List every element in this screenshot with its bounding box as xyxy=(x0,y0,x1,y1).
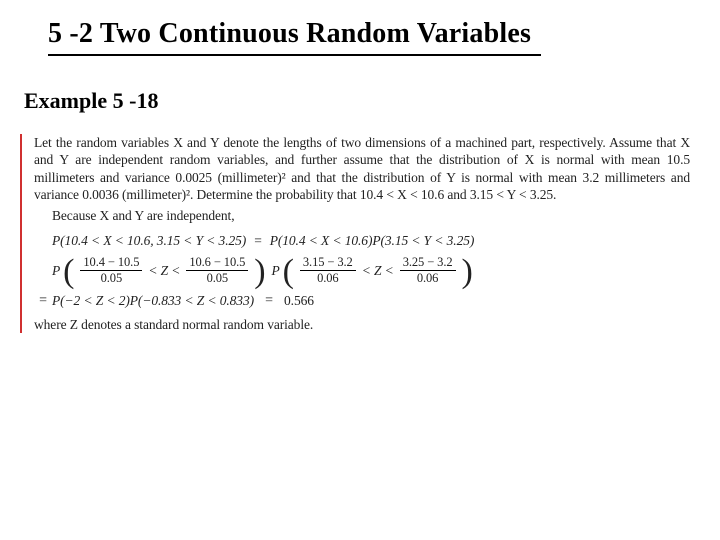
equation-line-2: P ( 10.4 − 10.5 0.05 < Z < 10.6 − 10.5 0… xyxy=(34,256,690,286)
paren-open-icon-2: ( xyxy=(283,257,294,287)
eq1-lhs: P(10.4 < X < 10.6, 3.15 < Y < 3.25) xyxy=(52,232,246,249)
example-label: Example 5 -18 xyxy=(24,88,690,114)
paren-close-icon-2: ) xyxy=(462,257,473,287)
paragraph-z-note: where Z denotes a standard normal random… xyxy=(34,316,690,333)
z-op: < Z < xyxy=(148,262,180,279)
eq3-result: 0.566 xyxy=(284,292,314,309)
frac-3-num: 3.15 − 3.2 xyxy=(300,256,356,271)
paragraph-independence: Because X and Y are independent, xyxy=(34,207,690,224)
paren-open-icon: ( xyxy=(63,257,74,287)
example-body: Let the random variables X and Y denote … xyxy=(20,134,690,333)
eq-sign-3: = xyxy=(260,292,278,310)
frac-4-den: 0.06 xyxy=(414,271,441,285)
paragraph-setup: Let the random variables X and Y denote … xyxy=(34,134,690,203)
eq1-rhs: P(10.4 < X < 10.6)P(3.15 < Y < 3.25) xyxy=(270,232,475,249)
z-op-2: < Z < xyxy=(362,262,394,279)
frac-4-num: 3.25 − 3.2 xyxy=(400,256,456,271)
frac-3-den: 0.06 xyxy=(314,271,341,285)
frac-3: 3.15 − 3.2 0.06 xyxy=(300,256,356,285)
frac-2: 10.6 − 10.5 0.05 xyxy=(186,256,248,285)
frac-1: 10.4 − 10.5 0.05 xyxy=(80,256,142,285)
frac-2-num: 10.6 − 10.5 xyxy=(186,256,248,271)
frac-1-num: 10.4 − 10.5 xyxy=(80,256,142,271)
frac-4: 3.25 − 3.2 0.06 xyxy=(400,256,456,285)
eq-sign: = xyxy=(254,232,262,249)
paren-close-icon: ) xyxy=(254,257,265,287)
section-title: 5 -2 Two Continuous Random Variables xyxy=(48,18,541,56)
frac-2-den: 0.05 xyxy=(204,271,231,285)
eq2-term-y: P ( 3.15 − 3.2 0.06 < Z < 3.25 − 3.2 0.0… xyxy=(272,256,473,286)
equation-block: P(10.4 < X < 10.6, 3.15 < Y < 3.25) = P(… xyxy=(34,232,690,309)
equation-line-1: P(10.4 < X < 10.6, 3.15 < Y < 3.25) = P(… xyxy=(34,232,690,249)
frac-1-den: 0.05 xyxy=(98,271,125,285)
eq-P-2: P xyxy=(272,262,280,279)
eq-P: P xyxy=(52,262,60,279)
eq2-term-x: P ( 10.4 − 10.5 0.05 < Z < 10.6 − 10.5 0… xyxy=(52,256,266,286)
eq3-a: P(−2 < Z < 2)P(−0.833 < Z < 0.833) xyxy=(52,292,254,309)
eq-lead-equals: = xyxy=(34,292,52,310)
page: 5 -2 Two Continuous Random Variables Exa… xyxy=(0,0,720,357)
equation-line-3: = P(−2 < Z < 2)P(−0.833 < Z < 0.833) = 0… xyxy=(34,292,690,310)
